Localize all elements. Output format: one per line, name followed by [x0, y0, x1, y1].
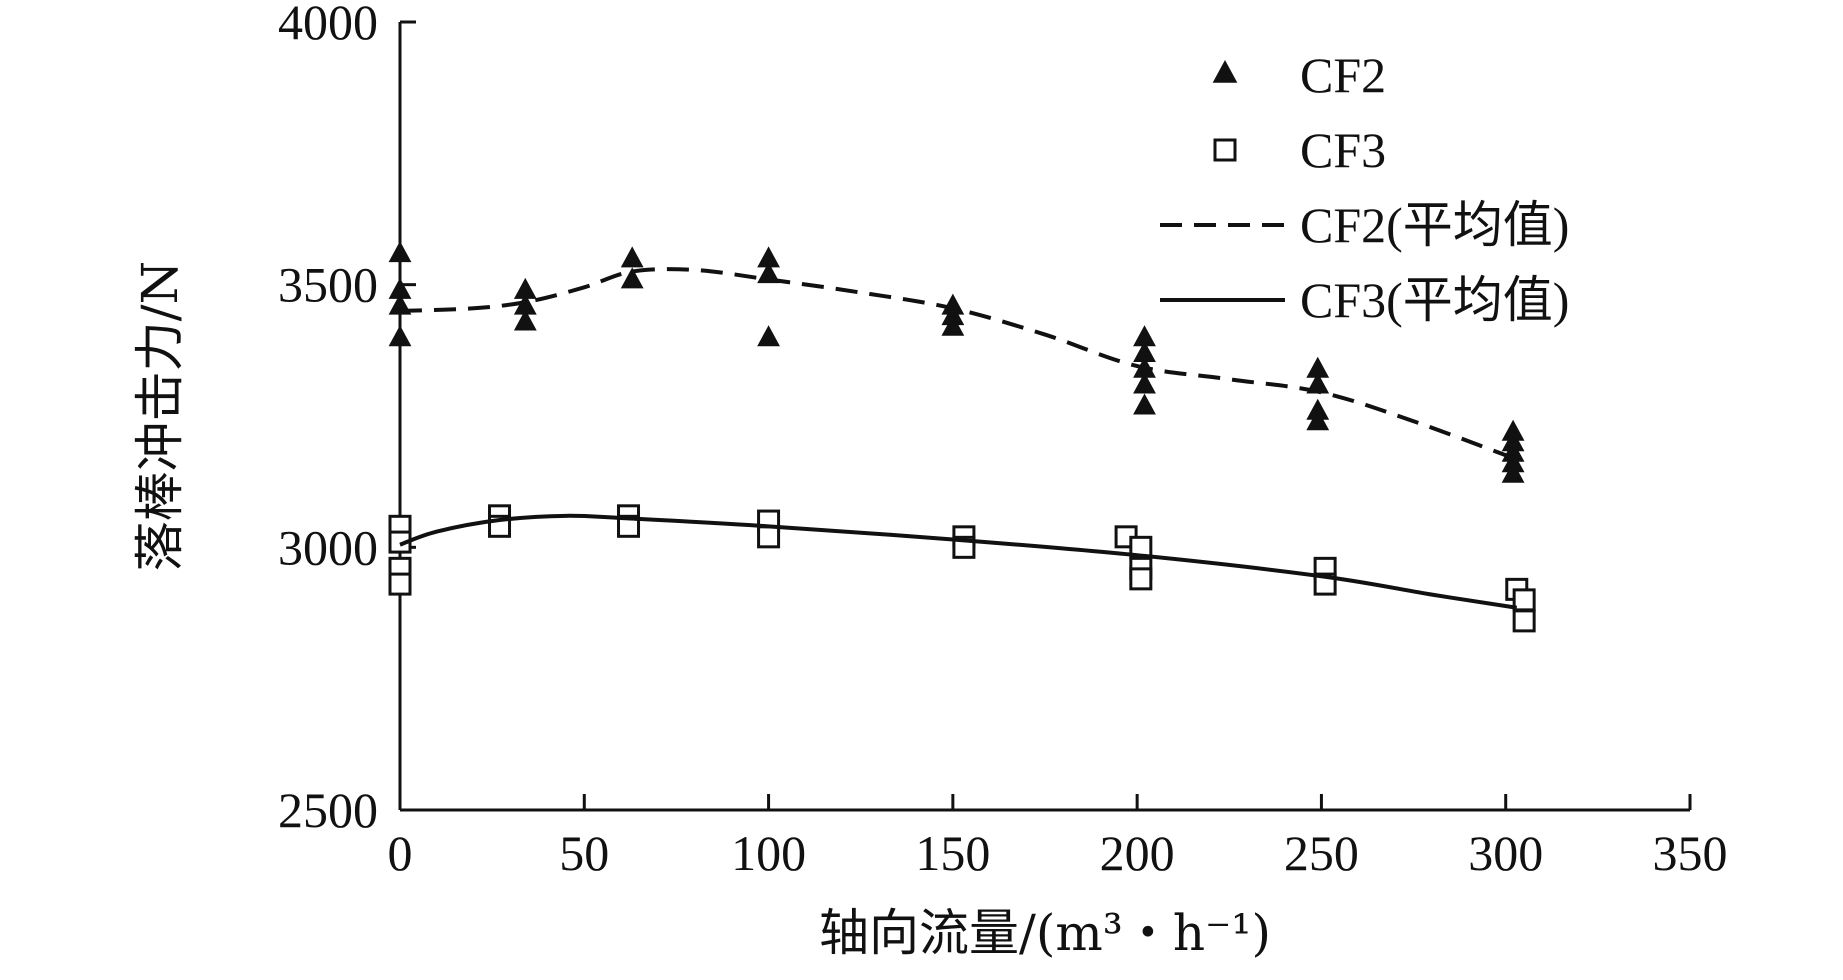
data-point-triangle: [1306, 409, 1330, 431]
legend-symbol-square: [1213, 138, 1237, 162]
data-point-triangle: [1133, 372, 1156, 394]
mean-line-dashed: [399, 267, 1514, 460]
data-point-triangle: [1306, 372, 1330, 394]
legend-label-cf2: CF2: [1300, 47, 1386, 103]
x-tick-label: 150: [915, 825, 990, 881]
data-point-triangle: [1501, 451, 1525, 473]
y-axis-title: 落棒冲击力/N: [131, 261, 189, 572]
series-0: [388, 241, 1525, 483]
data-point-triangle: [941, 293, 965, 315]
legend-item-cf3-mean: CF3(平均值): [1160, 272, 1569, 328]
series-1: [388, 504, 1536, 633]
data-point-triangle: [1501, 461, 1525, 483]
data-point-square: [1129, 567, 1153, 591]
data-point-triangle: [1133, 340, 1156, 362]
series-2: [399, 267, 1514, 460]
data-point-triangle: [388, 241, 412, 263]
data-point-triangle: [513, 277, 537, 299]
data-point-triangle: [513, 293, 537, 315]
data-point-triangle: [1501, 430, 1525, 452]
mean-line-solid: [399, 513, 1518, 610]
legend-label-cf3: CF3: [1300, 122, 1386, 178]
legend-label-cf3-mean: CF3(平均值): [1300, 272, 1569, 328]
legend-item-cf2-mean: CF2(平均值): [1160, 197, 1569, 253]
data-point-square: [1512, 588, 1536, 612]
legend: CF2 CF3 CF2(平均值) CF3(平均值): [1160, 47, 1569, 328]
data-point-square: [1512, 609, 1536, 633]
x-tick-label: 50: [559, 825, 609, 881]
x-axis-title: 轴向流量/(m³・h⁻¹): [819, 904, 1271, 962]
legend-symbol-triangle: [1212, 60, 1238, 83]
x-ticks: 0 50 100 150 200 250 300 350: [388, 794, 1728, 881]
x-tick-label: 250: [1284, 825, 1359, 881]
data-point-triangle: [620, 246, 644, 268]
data-point-triangle: [388, 325, 412, 347]
y-ticks: 2500 3000 3500 4000: [278, 0, 416, 838]
y-tick-label: 3500: [278, 257, 378, 313]
data-point-triangle: [757, 262, 780, 284]
x-tick-label: 0: [388, 825, 413, 881]
legend-item-cf2: CF2: [1212, 47, 1386, 103]
data-point-triangle: [941, 304, 965, 326]
y-tick-label: 2500: [278, 782, 378, 838]
data-point-triangle: [1501, 419, 1525, 441]
x-tick-label: 300: [1468, 825, 1543, 881]
series-3: [399, 513, 1518, 610]
legend-item-cf3: CF3: [1213, 122, 1386, 178]
data-point-triangle: [757, 325, 780, 347]
x-tick-label: 100: [731, 825, 806, 881]
data-point-triangle: [757, 246, 780, 268]
x-tick-label: 350: [1653, 825, 1728, 881]
data-point-square: [617, 514, 641, 538]
y-tick-label: 4000: [278, 0, 378, 50]
y-tick-label: 3000: [278, 519, 378, 575]
data-point-triangle: [620, 267, 644, 289]
data-point-triangle: [1306, 398, 1330, 420]
series-layer: [388, 241, 1536, 633]
data-point-triangle: [941, 314, 965, 336]
legend-label-cf2-mean: CF2(平均值): [1300, 197, 1569, 253]
data-point-triangle: [1306, 356, 1330, 378]
axes: [398, 22, 1690, 812]
data-point-square: [388, 572, 412, 596]
data-point-square: [757, 525, 781, 549]
data-point-triangle: [1133, 393, 1156, 415]
data-point-triangle: [1133, 325, 1156, 347]
x-tick-label: 200: [1100, 825, 1175, 881]
data-point-triangle: [388, 277, 412, 299]
data-point-triangle: [513, 309, 537, 331]
